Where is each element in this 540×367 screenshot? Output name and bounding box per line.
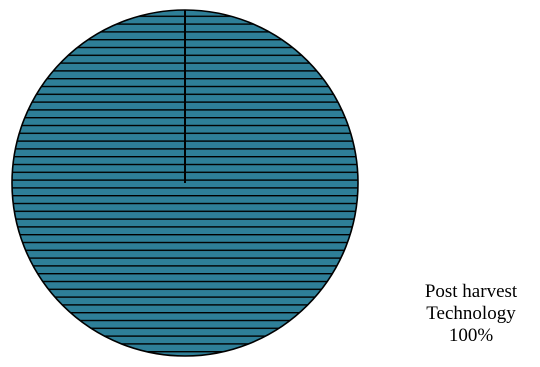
slice-label-line-1: Post harvest xyxy=(396,281,540,303)
pie-slices xyxy=(12,10,358,356)
slice-label-line-2: Technology xyxy=(396,303,540,325)
slice-percent: 100% xyxy=(396,325,540,347)
slice-label: Post harvest Technology 100% xyxy=(396,281,540,347)
